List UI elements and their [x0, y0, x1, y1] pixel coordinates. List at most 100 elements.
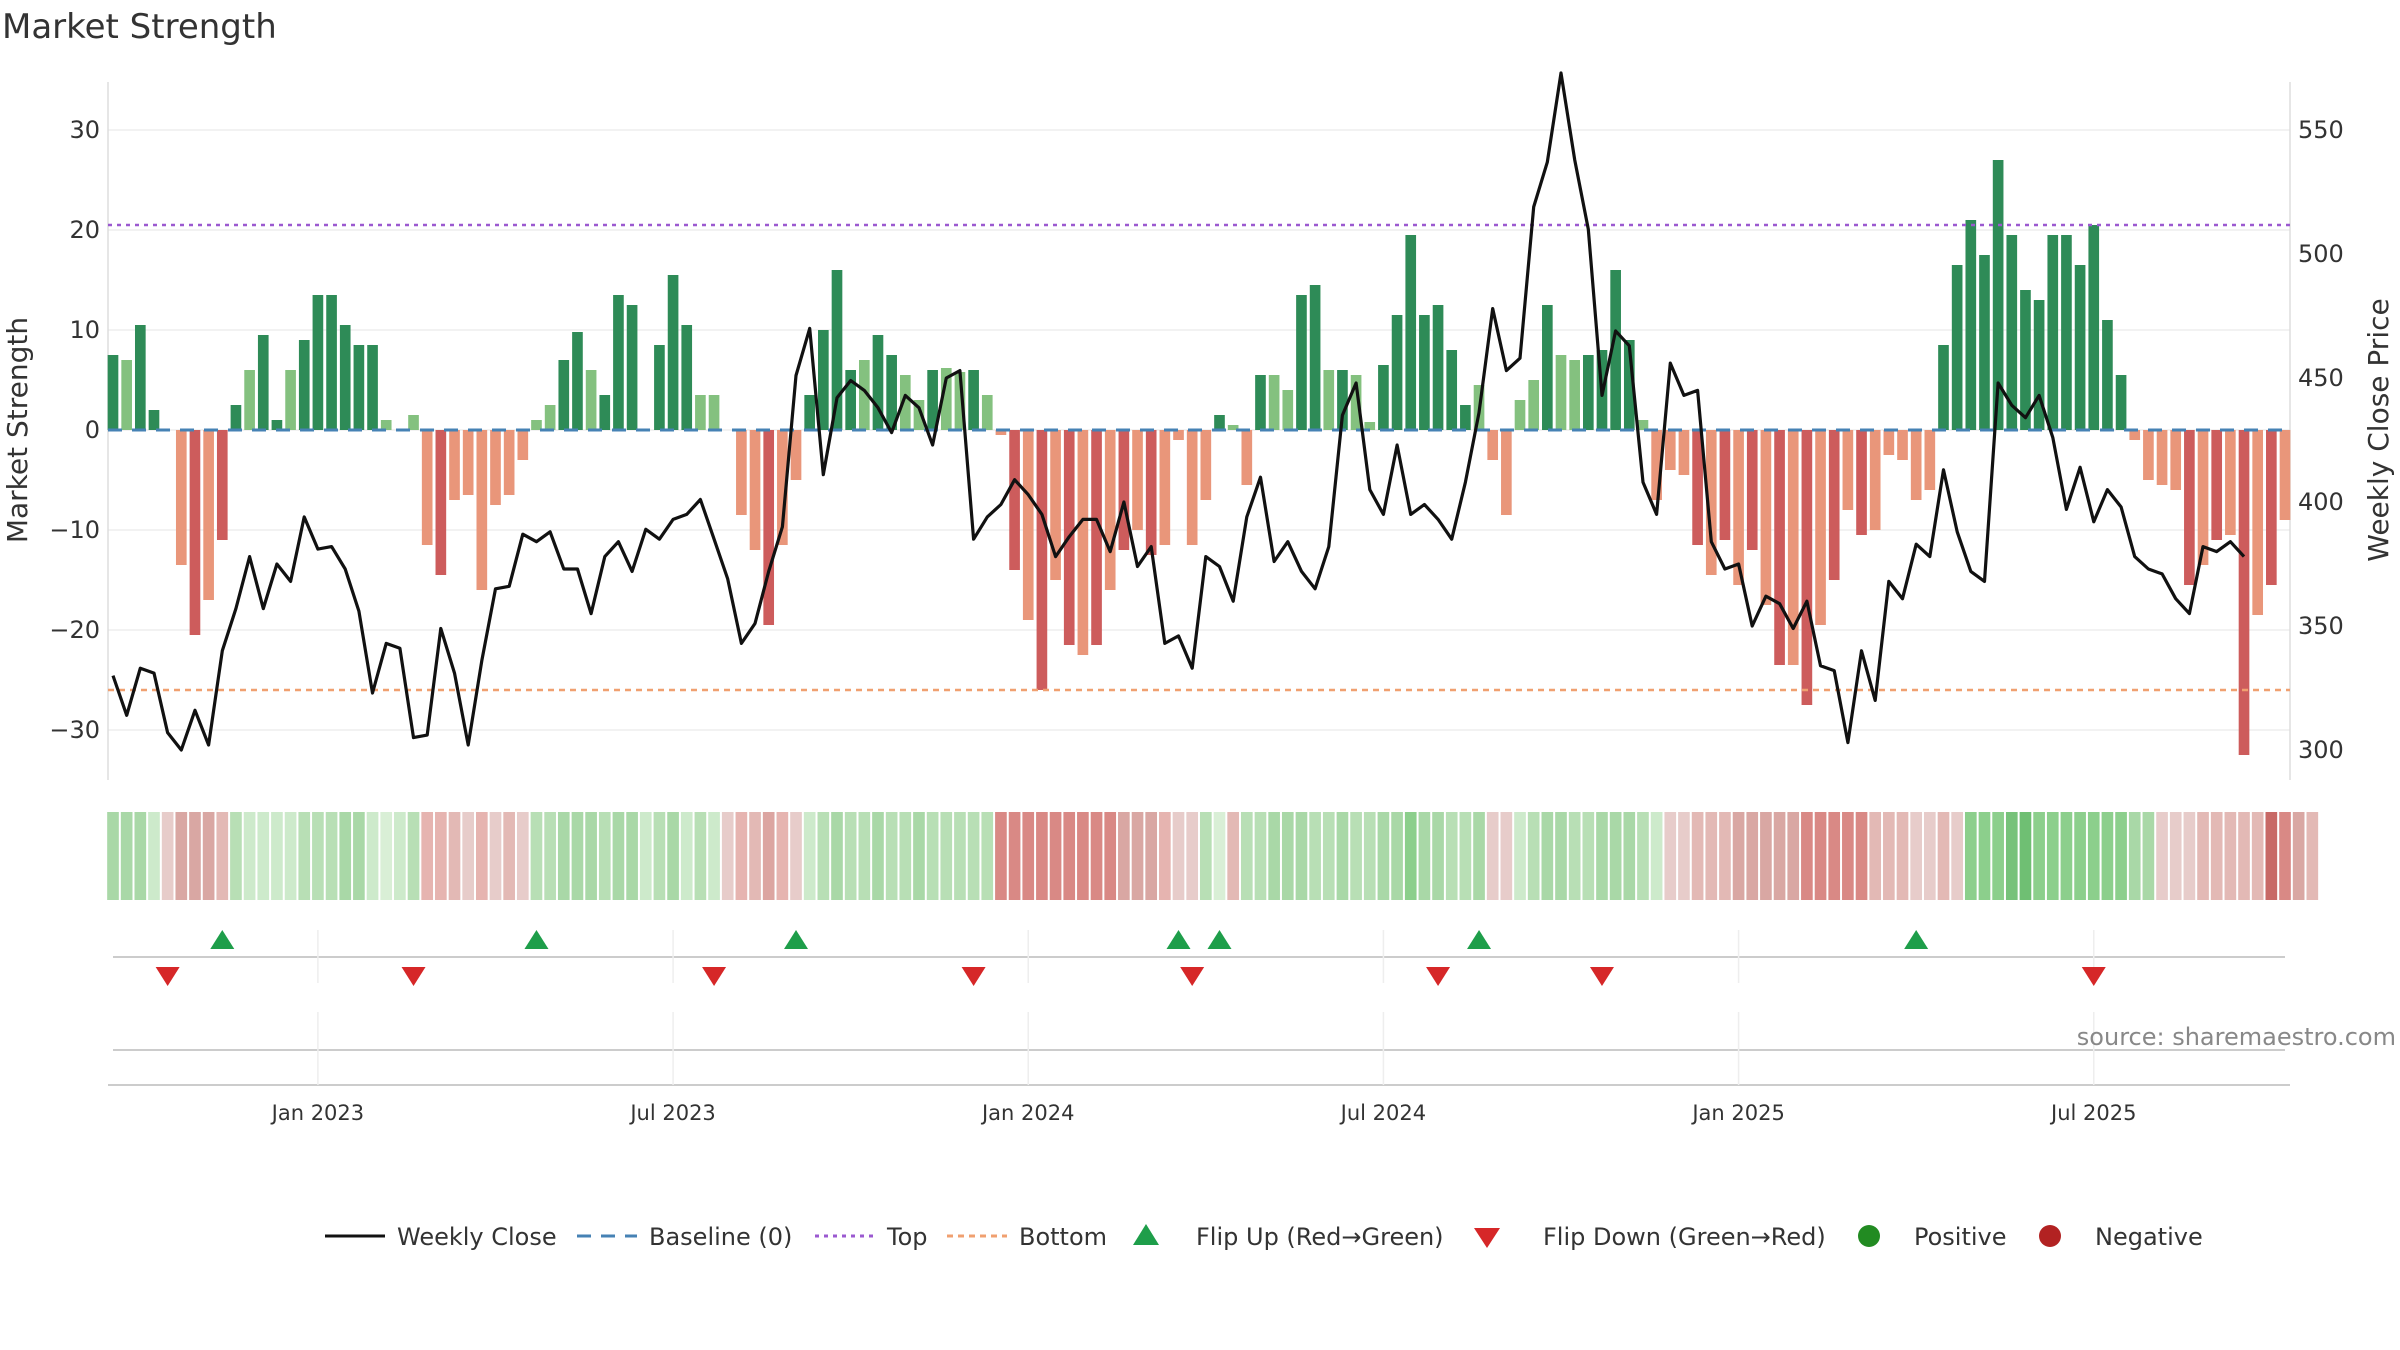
strip-cell — [2183, 812, 2196, 900]
flip-down-marker — [1589, 967, 1614, 986]
strip-cell — [776, 812, 789, 900]
strength-bar — [1391, 315, 1403, 430]
strip-cell — [1855, 812, 1868, 900]
legend-label: Flip Down (Green→Red) — [1543, 1223, 1826, 1251]
flip-up-marker — [1467, 930, 1492, 949]
strip-cell — [1186, 812, 1198, 900]
strip-cell — [790, 812, 802, 900]
strip-cell — [680, 812, 693, 900]
strip-cell — [1077, 812, 1089, 900]
strip-cell — [1814, 812, 1827, 900]
strength-bar — [790, 430, 802, 480]
source-text: source: sharemaestro.com — [2077, 1023, 2396, 1051]
strength-bar — [1992, 160, 2004, 430]
strength-bar — [681, 325, 693, 430]
strength-bar — [1091, 430, 1102, 645]
date-tick-label: Jul 2024 — [1339, 1101, 1426, 1125]
strip-cell — [1500, 812, 1513, 900]
y2-tick-label: 450 — [2298, 364, 2344, 392]
strength-bar — [285, 370, 296, 430]
strip-cell — [353, 812, 365, 900]
strip-cell — [175, 812, 188, 900]
strip-cell — [844, 812, 857, 900]
strip-cell — [1404, 812, 1417, 900]
strength-bar — [2211, 430, 2223, 540]
strip-cell — [2238, 812, 2250, 900]
strength-bar — [1678, 430, 1690, 475]
strip-cell — [803, 812, 816, 900]
strength-bar — [572, 332, 583, 430]
y-tick-label: −30 — [49, 716, 100, 744]
strength-bar — [257, 335, 269, 430]
strength-bar — [1296, 295, 1307, 430]
strip-cell — [1432, 812, 1444, 900]
strip-cell — [1869, 812, 1882, 900]
strength-bar — [2115, 375, 2127, 430]
strip-cell — [1008, 812, 1021, 900]
strip-cell — [1678, 812, 1690, 900]
strength-bar — [2184, 430, 2195, 585]
y2-tick-label: 500 — [2298, 240, 2344, 268]
strip-cell — [1705, 812, 1718, 900]
strip-cell — [435, 812, 447, 900]
strength-bar — [298, 340, 310, 430]
strip-cell — [1445, 812, 1458, 900]
strip-cell — [2115, 812, 2127, 900]
strip-cell — [1377, 812, 1390, 900]
flip-up-marker — [210, 930, 235, 949]
strip-cell — [1172, 812, 1185, 900]
chart-title: Market Strength — [2, 7, 277, 47]
legend-swatch — [1858, 1225, 1880, 1247]
strength-bar — [1897, 430, 1908, 460]
strip-cell — [1910, 812, 1922, 900]
strip-cell — [271, 812, 283, 900]
flip-down-marker — [401, 967, 426, 986]
strength-bar — [1159, 430, 1171, 545]
level-lines — [108, 223, 2290, 692]
strength-bar — [1610, 270, 1621, 430]
y2-tick-label: 350 — [2298, 612, 2344, 640]
weekly-close-series — [111, 71, 2246, 752]
flip-down-marker — [155, 967, 180, 986]
strength-bar — [435, 430, 447, 575]
strip-cell — [257, 812, 270, 900]
strength-bar — [271, 420, 283, 430]
strength-bar — [503, 430, 515, 495]
strength-bar — [2129, 430, 2141, 440]
strip-cell — [585, 812, 597, 900]
flip-down-marker — [961, 967, 986, 986]
strength-bar — [339, 325, 351, 430]
flip-down-marker — [1180, 967, 1205, 986]
flip-markers-panel — [113, 930, 2285, 986]
strength-bar — [1910, 430, 1922, 500]
strip-cell — [1664, 812, 1677, 900]
strength-bar — [818, 330, 829, 430]
strip-cell — [1773, 812, 1786, 900]
legend-label: Top — [886, 1223, 928, 1251]
strength-bar — [968, 370, 979, 430]
strength-bar — [449, 430, 460, 500]
date-tick-label: Jul 2025 — [2049, 1101, 2136, 1125]
strength-bar — [312, 295, 324, 430]
strip-cell — [639, 812, 652, 900]
strength-bar — [654, 345, 665, 430]
strength-bar — [1569, 360, 1580, 430]
strip-cell — [1842, 812, 1854, 900]
legend-item: Bottom — [947, 1223, 1107, 1251]
strip-cell — [243, 812, 256, 900]
strength-bar — [2088, 225, 2100, 430]
strip-cell — [1992, 812, 2004, 900]
strength-bar — [1186, 430, 1198, 545]
strip-cell — [489, 812, 502, 900]
strip-cell — [1118, 812, 1130, 900]
flip-up-marker — [784, 930, 809, 949]
strength-bar — [940, 368, 952, 430]
strength-bar — [490, 430, 501, 505]
y-tick-label: 10 — [69, 316, 100, 344]
strip-cell — [2224, 812, 2237, 900]
strip-cell — [1022, 812, 1035, 900]
strip-cell — [708, 812, 720, 900]
strength-bar — [148, 410, 160, 430]
y-tick-label: 30 — [69, 116, 100, 144]
